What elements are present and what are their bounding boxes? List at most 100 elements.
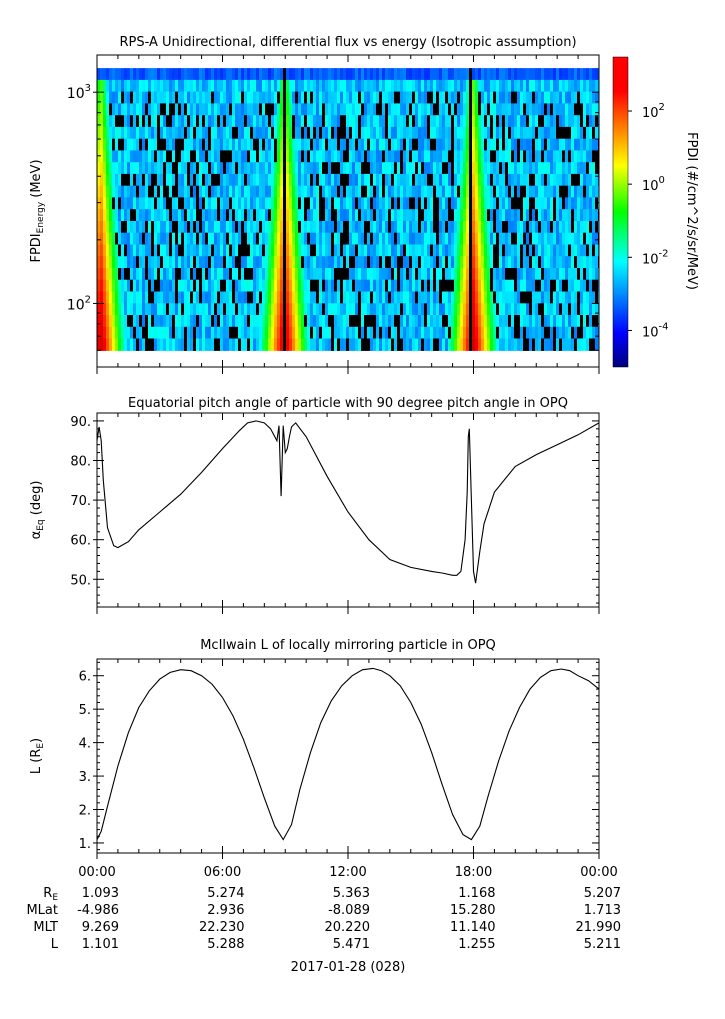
heatmap-cell	[106, 279, 109, 293]
heatmap-cell	[301, 279, 304, 293]
heatmap-cell	[145, 256, 148, 269]
heatmap-cell	[163, 221, 166, 234]
heatmap-cell	[229, 91, 232, 104]
heatmap-cell	[319, 338, 322, 351]
heatmap-cell	[163, 209, 166, 222]
heatmap-cell	[559, 209, 562, 222]
heatmap-cell	[436, 138, 439, 152]
heatmap-cell	[136, 103, 139, 116]
heatmap-cell	[223, 138, 226, 152]
heatmap-cell	[118, 115, 121, 128]
heatmap-cell	[514, 79, 517, 93]
heatmap-cell	[271, 256, 274, 269]
heatmap-cell	[217, 103, 220, 116]
heatmap-cell	[349, 209, 352, 222]
heatmap-cell	[541, 79, 544, 93]
heatmap-cell	[274, 256, 277, 269]
heatmap-cell	[523, 103, 526, 116]
heatmap-cell	[595, 126, 598, 140]
heatmap-cell	[244, 173, 247, 187]
heatmap-cell	[109, 279, 112, 293]
heatmap-cell	[508, 126, 511, 140]
heatmap-cell	[274, 221, 277, 234]
heatmap-cell	[139, 268, 142, 281]
heatmap-cell	[196, 232, 199, 246]
heatmap-cell	[556, 268, 559, 281]
heatmap-cell	[382, 68, 385, 81]
heatmap-cell	[343, 209, 346, 222]
heatmap-cell	[379, 138, 382, 152]
heatmap-cell	[517, 150, 520, 163]
heatmap-cell	[121, 79, 124, 93]
heatmap-cell	[454, 126, 457, 140]
heatmap-cell	[385, 315, 388, 328]
heatmap-cell	[229, 126, 232, 140]
heatmap-cell	[583, 115, 586, 128]
heatmap-cell	[301, 185, 304, 199]
heatmap-cell	[469, 138, 472, 152]
heatmap-cell	[136, 315, 139, 328]
heatmap-cell	[472, 232, 475, 246]
heatmap-cell	[136, 244, 139, 257]
heatmap-cell	[355, 256, 358, 269]
heatmap-cell	[406, 115, 409, 128]
heatmap-cell	[97, 268, 100, 281]
heatmap-cell	[361, 185, 364, 199]
heatmap-cell	[430, 315, 433, 328]
heatmap-cell	[211, 173, 214, 187]
heatmap-cell	[145, 138, 148, 152]
heatmap-cell	[298, 256, 301, 269]
heatmap-cell	[349, 162, 352, 175]
heatmap-cell	[265, 268, 268, 281]
heatmap-cell	[376, 173, 379, 187]
heatmap-cell	[268, 197, 271, 210]
heatmap-cell	[103, 173, 106, 187]
heatmap-cell	[409, 256, 412, 269]
heatmap-cell	[163, 279, 166, 293]
heatmap-cell	[265, 256, 268, 269]
heatmap-cell	[514, 232, 517, 246]
heatmap-cell	[295, 138, 298, 152]
heatmap-cell	[484, 209, 487, 222]
heatmap-cell	[487, 338, 490, 351]
heatmap-cell	[217, 303, 220, 316]
heatmap-cell	[175, 162, 178, 175]
heatmap-cell	[499, 103, 502, 116]
heatmap-cell	[466, 338, 469, 351]
heatmap-cell	[307, 268, 310, 281]
heatmap-cell	[256, 197, 259, 210]
heatmap-cell	[442, 126, 445, 140]
heatmap-cell	[289, 103, 292, 116]
heatmap-cell	[517, 103, 520, 116]
heatmap-cell	[451, 291, 454, 304]
heatmap-cell	[277, 162, 280, 175]
heatmap-cell	[355, 162, 358, 175]
heatmap-cell	[124, 232, 127, 246]
heatmap-cell	[514, 103, 517, 116]
heatmap-cell	[184, 162, 187, 175]
heatmap-cell	[133, 256, 136, 269]
heatmap-cell	[559, 197, 562, 210]
heatmap-cell	[493, 115, 496, 128]
heatmap-cell	[130, 150, 133, 163]
heatmap-cell	[232, 91, 235, 104]
heatmap-cell	[214, 162, 217, 175]
heatmap-cell	[172, 338, 175, 351]
heatmap-cell	[250, 221, 253, 234]
heatmap-cell	[400, 244, 403, 257]
heatmap-cell	[547, 150, 550, 163]
heatmap-cell	[556, 303, 559, 316]
heatmap-cell	[250, 303, 253, 316]
heatmap-cell	[337, 115, 340, 128]
heatmap-cell	[373, 162, 376, 175]
heatmap-cell	[211, 103, 214, 116]
heatmap-cell	[268, 185, 271, 199]
heatmap-cell	[304, 103, 307, 116]
heatmap-cell	[469, 162, 472, 175]
heatmap-cell	[355, 315, 358, 328]
heatmap-cell	[433, 326, 436, 340]
ephemeris-row-label: MLat	[26, 903, 58, 918]
heatmap-cell	[466, 244, 469, 257]
heatmap-cell	[358, 150, 361, 163]
heatmap-cell	[169, 268, 172, 281]
